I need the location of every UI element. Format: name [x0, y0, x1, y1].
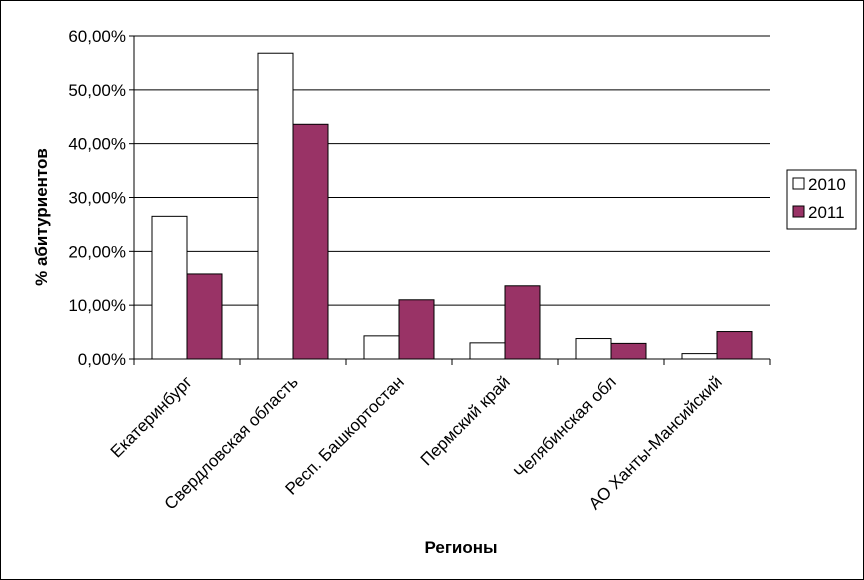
- x-tick-label: Екатеринбург: [107, 372, 196, 461]
- bar-2010-4: [575, 338, 612, 360]
- x-tick-label: Пермский край: [417, 372, 514, 469]
- bars: [151, 52, 753, 360]
- y-tick-label: 20,00%: [68, 242, 126, 261]
- bar-2010-3: [469, 342, 506, 360]
- gridlines: [134, 35, 770, 306]
- x-tick-label: Респ. Башкортостан: [282, 372, 408, 498]
- y-tick-label: 0,00%: [78, 350, 126, 369]
- bar-2010-2: [363, 335, 400, 360]
- axes: [129, 35, 771, 365]
- bar-2010-0: [151, 215, 188, 360]
- y-axis-title: % абитуриентов: [32, 148, 51, 286]
- legend-swatch-2011: [792, 205, 805, 218]
- bar-2011-2: [398, 299, 435, 360]
- bar-2010-5: [681, 353, 718, 360]
- bar-2011-5: [716, 331, 753, 360]
- bar-2011-3: [504, 285, 541, 360]
- legend-label-2010: 2010: [808, 175, 846, 194]
- bar-2010-1: [257, 52, 294, 360]
- x-tick-label: Челябинская обл: [510, 372, 620, 482]
- bar-2011-0: [186, 273, 223, 360]
- y-tick-label: 40,00%: [68, 135, 126, 154]
- legend: 2010 2011: [786, 169, 857, 230]
- bar-2011-4: [610, 342, 647, 360]
- y-tick-label: 60,00%: [68, 27, 126, 46]
- legend-label-2011: 2011: [808, 203, 845, 222]
- y-tick-label: 50,00%: [68, 81, 126, 100]
- y-tick-label: 30,00%: [68, 189, 126, 208]
- x-axis-title: Регионы: [424, 538, 497, 557]
- bar-2011-1: [292, 123, 329, 360]
- y-tick-label: 10,00%: [68, 296, 126, 315]
- legend-swatch-2010: [792, 177, 805, 190]
- y-tick-labels: 0,00% 10,00% 20,00% 30,00% 40,00% 50,00% 60,00…: [68, 27, 126, 369]
